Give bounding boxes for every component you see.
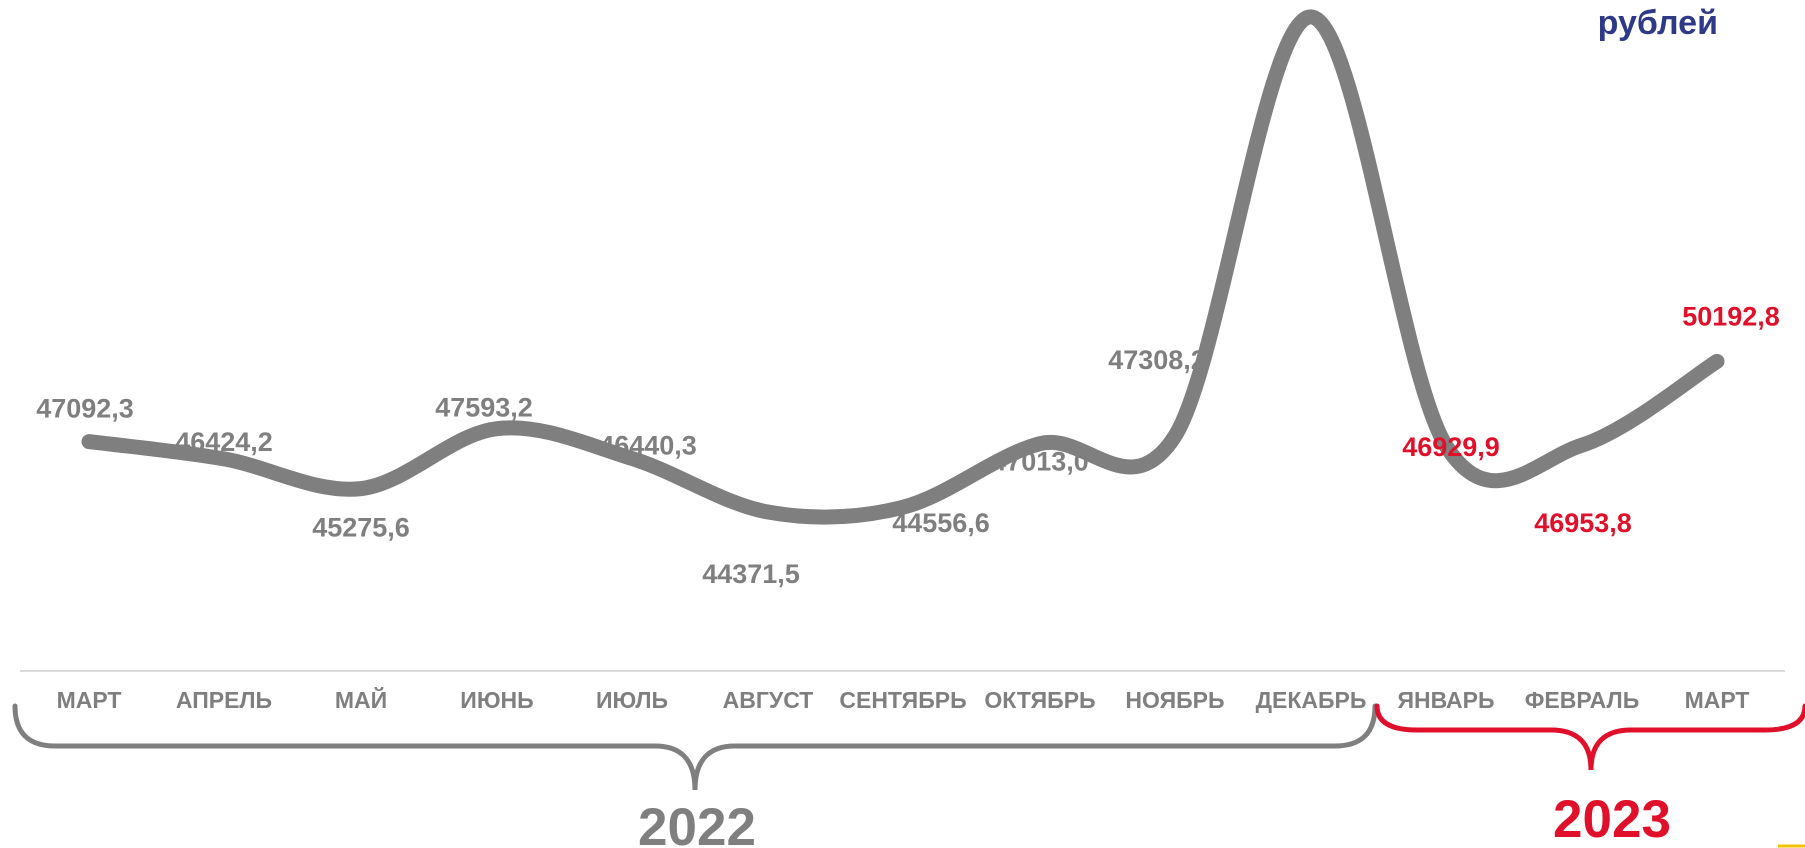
data-point-3 bbox=[358, 486, 364, 492]
data-label-8: 47013,0 bbox=[991, 447, 1089, 477]
data-point-10 bbox=[1308, 14, 1314, 20]
month-label-8: ОКТЯБРЬ bbox=[984, 687, 1095, 713]
brace-2022 bbox=[12, 703, 1378, 791]
data-label-4: 47593,2 bbox=[435, 393, 533, 423]
data-point-9 bbox=[1172, 433, 1178, 439]
series-line bbox=[81, 9, 1725, 525]
unit-label: рублей bbox=[1597, 4, 1718, 42]
month-label-1: МАРТ bbox=[57, 687, 122, 713]
month-label-4: ИЮНЬ bbox=[460, 687, 533, 713]
month-label-5: ИЮЛЬ bbox=[596, 687, 668, 713]
data-label-1: 47092,3 bbox=[36, 394, 134, 424]
month-label-6: АВГУСТ bbox=[723, 687, 814, 713]
month-label-12: ФЕВРАЛЬ bbox=[1525, 687, 1639, 713]
data-point-13 bbox=[1714, 358, 1720, 364]
data-label-9: 47308,2 bbox=[1108, 345, 1206, 375]
data-point-1 bbox=[86, 439, 92, 445]
brace-2023 bbox=[1374, 703, 1805, 771]
year-label-2022: 2022 bbox=[638, 798, 756, 848]
data-point-4 bbox=[494, 426, 500, 432]
month-label-13: МАРТ bbox=[1685, 687, 1750, 713]
data-point-12 bbox=[1579, 442, 1585, 448]
month-label-7: СЕНТЯБРЬ bbox=[839, 687, 966, 713]
month-label-10: ДЕКАБРЬ bbox=[1256, 687, 1367, 713]
data-label-7: 44556,6 bbox=[892, 508, 990, 538]
month-label-9: НОЯБРЬ bbox=[1125, 687, 1224, 713]
data-label-6: 44371,5 bbox=[702, 559, 800, 589]
data-point-6 bbox=[765, 509, 771, 515]
month-label-2: АПРЕЛЬ bbox=[176, 687, 272, 713]
month-label-11: ЯНВАРЬ bbox=[1397, 687, 1494, 713]
data-label-3: 45275,6 bbox=[312, 513, 410, 543]
data-label-5: 46440,3 bbox=[599, 430, 697, 460]
data-label-11: 46929,9 bbox=[1402, 432, 1500, 462]
data-label-2: 46424,2 bbox=[175, 427, 273, 457]
data-label-13: 50192,8 bbox=[1682, 301, 1780, 331]
month-label-3: МАЙ bbox=[335, 686, 387, 713]
year-label-2023: 2023 bbox=[1553, 790, 1671, 848]
data-label-12: 46953,8 bbox=[1534, 508, 1632, 538]
